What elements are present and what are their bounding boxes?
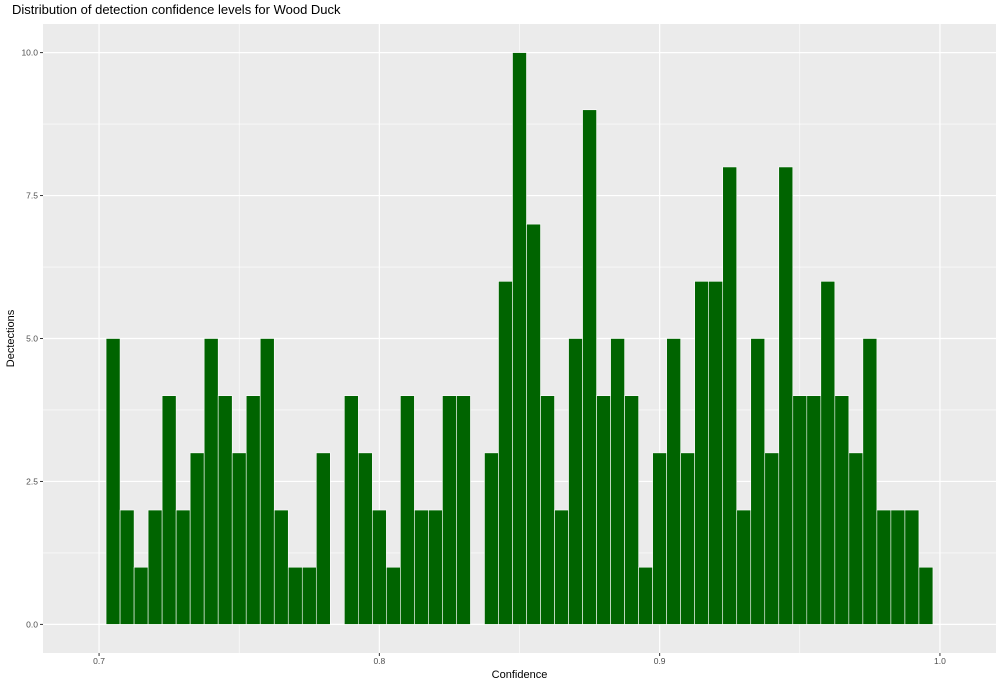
- histogram-bar: [876, 509, 892, 625]
- chart-title: Distribution of detection confidence lev…: [12, 2, 341, 17]
- histogram-bar: [498, 281, 513, 625]
- histogram-bar: [428, 509, 443, 625]
- histogram-bar: [582, 109, 597, 625]
- histogram-bar: [624, 395, 639, 625]
- histogram-bar: [358, 452, 373, 625]
- histogram-bar: [456, 395, 471, 625]
- histogram-bar: [666, 338, 681, 625]
- histogram-bar: [189, 452, 205, 625]
- histogram-bar: [834, 395, 850, 625]
- x-tick-label: 0.9: [654, 656, 666, 666]
- y-axis: 0.0 2.5 5.0 7.5 10.0: [21, 48, 43, 629]
- histogram-bar: [105, 338, 121, 625]
- y-tick-label: 10.0: [21, 48, 38, 58]
- histogram-bar: [554, 509, 569, 625]
- y-tick-label: 7.5: [26, 191, 38, 201]
- histogram-bar: [526, 223, 541, 625]
- y-tick-label: 0.0: [26, 619, 38, 629]
- x-tick-label: 0.8: [373, 656, 385, 666]
- histogram-bar: [484, 452, 499, 625]
- histogram-bar: [596, 395, 611, 625]
- histogram-bar: [610, 338, 625, 625]
- histogram-bar: [820, 281, 836, 625]
- histogram-bar: [442, 395, 457, 625]
- histogram-bar: [273, 509, 289, 625]
- histogram-bar: [736, 509, 752, 625]
- histogram-bar: [568, 338, 583, 625]
- histogram-bar: [708, 281, 724, 625]
- histogram-bar: [245, 395, 261, 625]
- histogram-bar: [904, 509, 920, 625]
- histogram-bar: [652, 452, 667, 625]
- x-tick-label: 0.7: [93, 656, 105, 666]
- histogram-bar: [315, 452, 331, 625]
- histogram-bar: [750, 338, 766, 625]
- histogram-bars: [105, 52, 934, 625]
- histogram-bar: [722, 166, 738, 625]
- histogram-bar: [806, 395, 822, 625]
- histogram-bar: [792, 395, 808, 625]
- histogram-bar: [862, 338, 878, 625]
- y-axis-title: Dectections: [5, 309, 17, 367]
- histogram-bar: [512, 52, 527, 625]
- histogram-bar: [848, 452, 864, 625]
- y-tick-label: 2.5: [26, 476, 38, 486]
- x-tick-label: 1.0: [934, 656, 946, 666]
- histogram-bar: [161, 395, 177, 625]
- histogram-bar: [694, 281, 709, 625]
- histogram-bar: [175, 509, 191, 625]
- histogram-bar: [217, 395, 233, 625]
- x-axis-title: Confidence: [492, 669, 548, 681]
- histogram-bar: [287, 566, 303, 625]
- histogram-bar: [231, 452, 247, 625]
- x-axis: 0.7 0.8 0.9 1.0: [93, 653, 946, 666]
- histogram-bar: [147, 509, 163, 625]
- histogram-bar: [400, 395, 415, 625]
- histogram-bar: [301, 566, 317, 625]
- histogram-bar: [386, 566, 401, 625]
- histogram-bar: [203, 338, 219, 625]
- histogram-bar: [540, 395, 555, 625]
- histogram-bar: [638, 566, 653, 625]
- histogram-bar: [259, 338, 275, 625]
- histogram-bar: [372, 509, 387, 625]
- histogram-bar: [764, 452, 780, 625]
- histogram-bar: [680, 452, 695, 625]
- histogram-bar: [890, 509, 906, 625]
- histogram-bar: [414, 509, 429, 625]
- histogram-bar: [778, 166, 794, 625]
- histogram-bar: [918, 566, 934, 625]
- histogram-bar: [133, 566, 149, 625]
- histogram-bar: [119, 509, 135, 625]
- histogram-bar: [344, 395, 359, 625]
- y-tick-label: 5.0: [26, 334, 38, 344]
